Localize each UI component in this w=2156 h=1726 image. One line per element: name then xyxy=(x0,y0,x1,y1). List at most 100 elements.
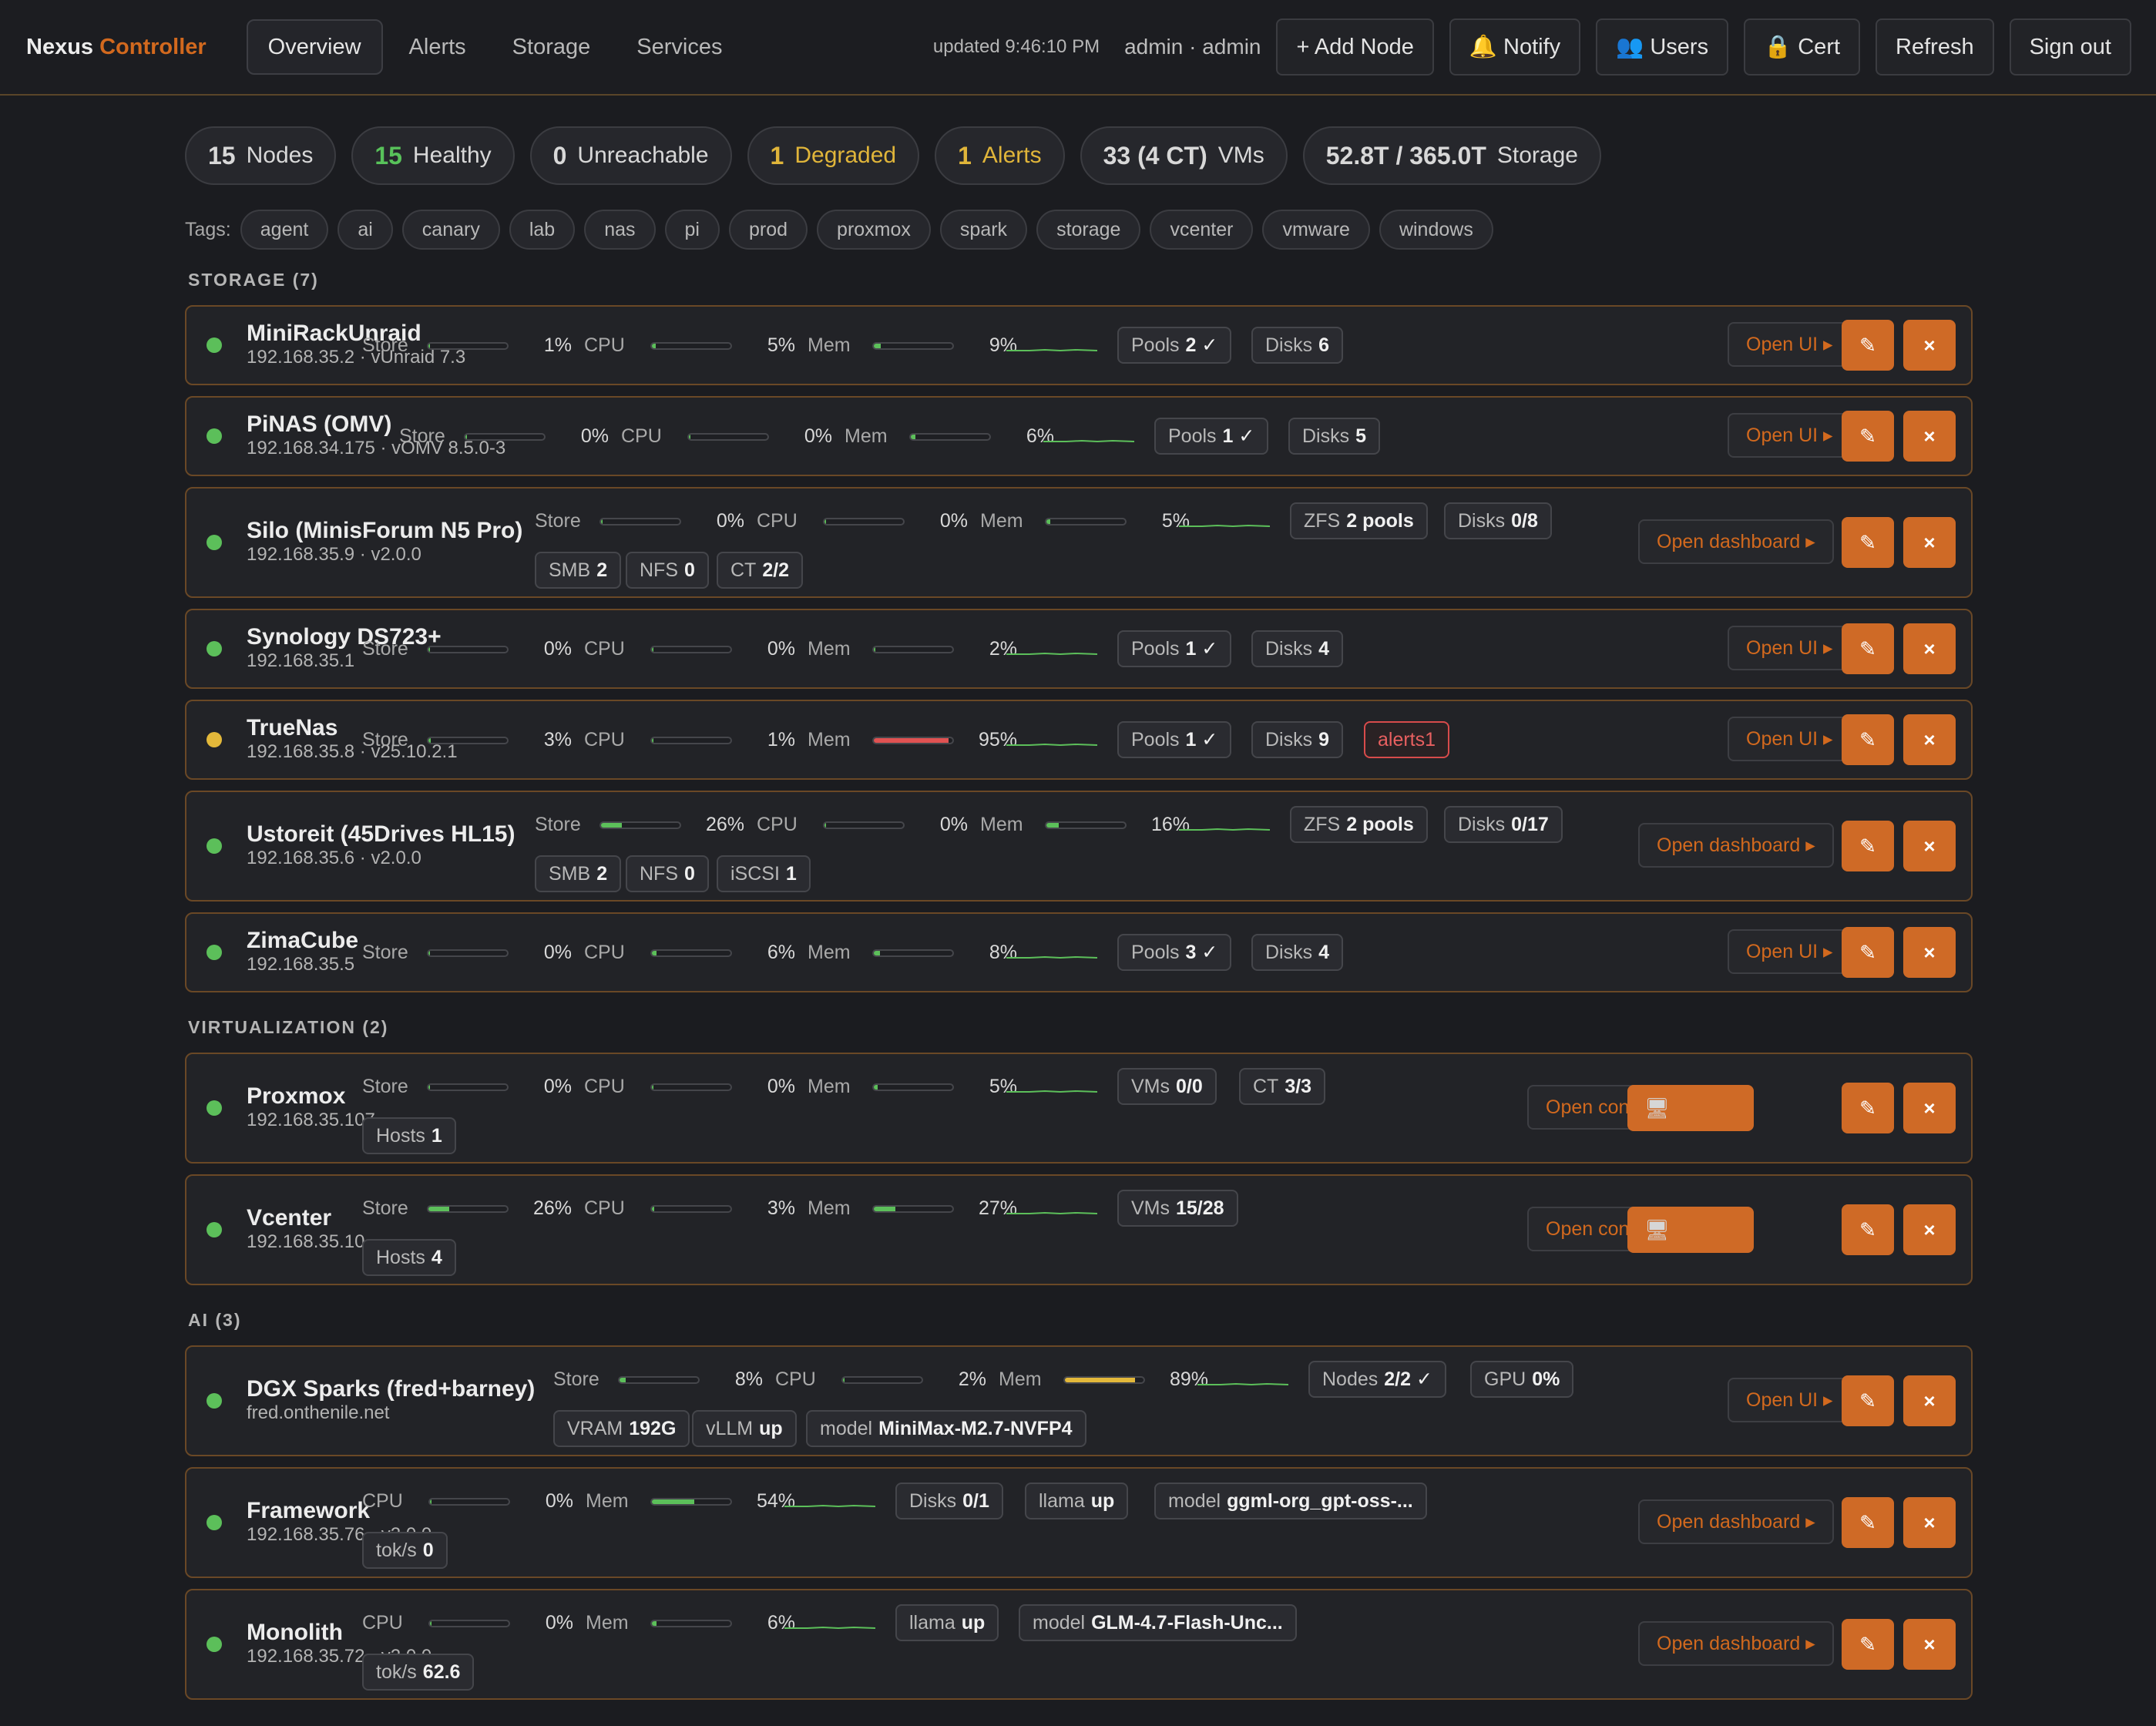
console-button[interactable]: 🖥 xyxy=(1627,1207,1754,1253)
notify-button[interactable]: 🔔 Notify xyxy=(1449,18,1581,76)
node-name[interactable]: Vcenter xyxy=(247,1205,332,1231)
summary-value: 1 xyxy=(958,141,972,170)
delete-button[interactable]: × xyxy=(1903,821,1956,871)
edit-button[interactable]: ✎ xyxy=(1842,1204,1894,1255)
node-card: Framework 192.168.35.76 · v2.0.0 CPU 0% Mem 5… xyxy=(185,1467,1973,1578)
refresh-button[interactable]: Refresh xyxy=(1876,18,1994,76)
delete-button[interactable]: × xyxy=(1903,1497,1956,1548)
delete-button[interactable]: × xyxy=(1903,320,1956,371)
cpu-usage-fill xyxy=(843,1378,845,1382)
delete-button[interactable]: × xyxy=(1903,714,1956,765)
tag-chip[interactable]: prod xyxy=(729,210,808,250)
tag-chip[interactable]: canary xyxy=(401,210,500,250)
summary-pill[interactable]: 1 Alerts xyxy=(935,126,1065,185)
node-name[interactable]: Proxmox xyxy=(247,1083,346,1109)
delete-button[interactable]: × xyxy=(1903,927,1956,978)
delete-button[interactable]: × xyxy=(1903,623,1956,674)
open-ui-button[interactable]: Open dashboard ▸ xyxy=(1638,519,1834,564)
summary-pill[interactable]: 1 Degraded xyxy=(747,126,920,185)
node-name[interactable]: ZimaCube xyxy=(247,928,359,953)
cpu-usage-bar xyxy=(650,1205,732,1213)
tag-chip[interactable]: lab xyxy=(509,210,576,250)
node-name[interactable]: MiniRackUnraid xyxy=(247,321,421,346)
metric-label: Mem xyxy=(980,510,1023,532)
mem-usage-bar xyxy=(872,1205,954,1213)
delete-button[interactable]: × xyxy=(1903,1375,1956,1426)
open-ui-button[interactable]: Open UI ▸ xyxy=(1728,929,1852,974)
tag-chip[interactable]: vcenter xyxy=(1150,210,1254,250)
tag-chip[interactable]: proxmox xyxy=(817,210,931,250)
open-ui-button[interactable]: Open UI ▸ xyxy=(1728,626,1852,670)
edit-button[interactable]: ✎ xyxy=(1842,821,1894,871)
node-name[interactable]: TrueNas xyxy=(247,715,338,740)
tag-chip[interactable]: spark xyxy=(939,210,1028,250)
summary-pill[interactable]: 0 Unreachable xyxy=(529,126,732,185)
edit-button[interactable]: ✎ xyxy=(1842,517,1894,568)
edit-button[interactable]: ✎ xyxy=(1842,1497,1894,1548)
activity-sparkline xyxy=(1179,524,1270,528)
node-name[interactable]: Framework xyxy=(247,1498,371,1523)
cpu-percent: 0% xyxy=(767,638,795,660)
delete-button[interactable]: × xyxy=(1903,411,1956,462)
tag-chip[interactable]: nas xyxy=(584,210,656,250)
edit-button[interactable]: ✎ xyxy=(1842,1083,1894,1133)
tab-overview[interactable]: Overview xyxy=(246,19,383,75)
node-name[interactable]: Monolith xyxy=(247,1620,343,1645)
status-dot xyxy=(207,1515,222,1530)
tab-alerts[interactable]: Alerts xyxy=(408,34,466,59)
tab-services[interactable]: Services xyxy=(636,34,723,59)
summary-pill[interactable]: 15 Nodes xyxy=(185,126,337,185)
node-name[interactable]: Silo (MinisForum N5 Pro) xyxy=(247,518,523,543)
tag-chip[interactable]: vmware xyxy=(1262,210,1370,250)
summary-pill[interactable]: 15 Healthy xyxy=(351,126,515,185)
store-percent: 0% xyxy=(543,638,572,660)
node-card: ZimaCube 192.168.35.5 Store 0% CPU 6% Mem 8% Poo… xyxy=(185,912,1973,992)
node-name[interactable]: DGX Sparks (fred+barney) xyxy=(247,1376,536,1402)
open-ui-button[interactable]: Open dashboard ▸ xyxy=(1638,1499,1834,1544)
mem-percent: 54% xyxy=(756,1490,795,1512)
console-button[interactable]: 🖥 xyxy=(1627,1085,1754,1131)
tag-chip[interactable]: ai xyxy=(338,210,393,250)
node-name[interactable]: Synology DS723+ xyxy=(247,624,442,650)
node-name[interactable]: Ustoreit (45Drives HL15) xyxy=(247,821,515,847)
add-node-button[interactable]: + Add Node xyxy=(1276,18,1434,76)
open-ui-button[interactable]: Open UI ▸ xyxy=(1728,1378,1852,1422)
open-ui-button[interactable]: Open dashboard ▸ xyxy=(1638,1621,1834,1666)
node-name[interactable]: PiNAS (OMV) xyxy=(247,411,392,437)
badge-label: Disks xyxy=(1302,425,1350,447)
tag-chip[interactable]: pi xyxy=(664,210,720,250)
edit-button[interactable]: ✎ xyxy=(1842,320,1894,371)
delete-button[interactable]: × xyxy=(1903,1619,1956,1670)
summary-pill[interactable]: 33 (4 CT) VMs xyxy=(1080,126,1288,185)
open-ui-button[interactable]: Open dashboard ▸ xyxy=(1638,823,1834,868)
sign-out-button[interactable]: Sign out xyxy=(2009,18,2131,76)
edit-button[interactable]: ✎ xyxy=(1842,411,1894,462)
open-ui-button[interactable]: Open UI ▸ xyxy=(1728,413,1852,458)
badge-value: 1 ✓ xyxy=(1185,729,1218,751)
stat-badge: Pools 1 ✓ xyxy=(1117,721,1232,758)
open-ui-button[interactable]: Open UI ▸ xyxy=(1728,717,1852,761)
metric-label: Store xyxy=(362,334,408,356)
cert-button[interactable]: 🔒 Cert xyxy=(1744,18,1861,76)
users-button[interactable]: 👥 Users xyxy=(1596,18,1729,76)
edit-button[interactable]: ✎ xyxy=(1842,623,1894,674)
badge-value: 0% xyxy=(1532,1368,1560,1390)
badge-label: Disks xyxy=(1458,813,1506,835)
mem-usage-bar xyxy=(872,646,954,653)
tab-storage[interactable]: Storage xyxy=(512,34,591,59)
tag-chip[interactable]: storage xyxy=(1036,210,1141,250)
tag-chip[interactable]: agent xyxy=(240,210,329,250)
edit-button[interactable]: ✎ xyxy=(1842,1375,1894,1426)
open-ui-button[interactable]: Open UI ▸ xyxy=(1728,322,1852,367)
edit-button[interactable]: ✎ xyxy=(1842,927,1894,978)
summary-pill[interactable]: 52.8T / 365.0T Storage xyxy=(1302,126,1601,185)
delete-button[interactable]: × xyxy=(1903,517,1956,568)
delete-button[interactable]: × xyxy=(1903,1204,1956,1255)
delete-button[interactable]: × xyxy=(1903,1083,1956,1133)
store-percent: 0% xyxy=(580,425,609,447)
stat-badge: llama up xyxy=(895,1604,999,1641)
edit-button[interactable]: ✎ xyxy=(1842,714,1894,765)
brand-logo[interactable]: Nexus Controller xyxy=(26,34,207,59)
edit-button[interactable]: ✎ xyxy=(1842,1619,1894,1670)
tag-chip[interactable]: windows xyxy=(1379,210,1493,250)
